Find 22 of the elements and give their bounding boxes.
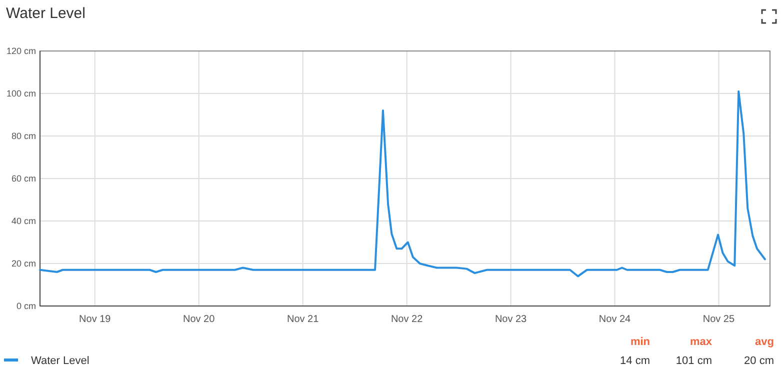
text: 101 cm bbox=[676, 355, 712, 367]
x-tick-label: Nov 22 bbox=[390, 314, 424, 325]
y-tick-label: 80 cm bbox=[11, 131, 36, 142]
text: max bbox=[690, 336, 713, 348]
y-tick-label: 40 cm bbox=[11, 216, 36, 226]
y-tick-label: 20 cm bbox=[11, 258, 36, 269]
legend-label: Water Level bbox=[31, 355, 90, 367]
text: avg bbox=[755, 336, 774, 348]
text: 14 cm bbox=[620, 355, 650, 367]
text: 20 cm bbox=[744, 355, 774, 367]
x-tick-label: Nov 20 bbox=[183, 314, 216, 325]
y-tick-label: 100 cm bbox=[6, 88, 36, 99]
x-tick-label: Nov 24 bbox=[598, 314, 632, 325]
chart-title: Water Level bbox=[6, 5, 86, 22]
text: min bbox=[630, 336, 650, 348]
y-tick-label: 60 cm bbox=[11, 174, 36, 184]
x-tick-label: Nov 19 bbox=[79, 314, 112, 325]
y-tick-label: 120 cm bbox=[6, 46, 36, 56]
y-tick-label: 0 cm bbox=[16, 301, 36, 312]
x-tick-label: Nov 25 bbox=[702, 314, 736, 325]
x-tick-label: Nov 23 bbox=[494, 314, 528, 325]
x-tick-label: Nov 21 bbox=[286, 314, 320, 325]
